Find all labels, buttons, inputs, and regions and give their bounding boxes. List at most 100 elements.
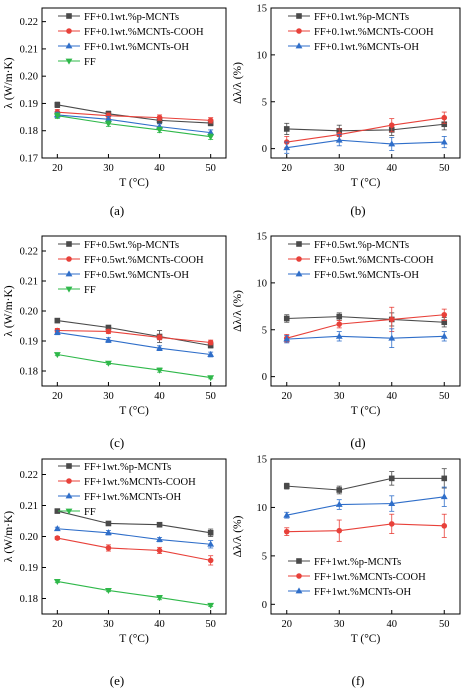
y-tick-label: 0.21 [20,501,38,512]
series-2 [54,327,214,346]
legend-label: FF+1wt.%MCNTs-COOH [84,477,196,488]
data-point [441,121,448,128]
data-point [105,328,112,335]
legend-marker [295,42,303,49]
series-1 [283,468,448,495]
legend-label: FF+1wt.%MCNTs-COOH [314,572,426,583]
data-point [283,528,290,535]
series-line [57,510,211,534]
legend-label: FF+0.1wt.%MCNTs-OH [314,42,419,53]
legend-label: FF+0.1wt.%p-MCNTs [84,12,179,23]
data-point [388,475,395,482]
legend-marker [66,463,72,469]
y-tick-label: 0.18 [20,126,38,137]
x-axis-label: T (°C) [351,633,381,645]
series-line [57,115,211,138]
legend-label: FF+0.5wt.%p-MCNTs [84,240,179,251]
x-tick-label: 30 [103,163,114,174]
y-tick-label: 0.19 [20,563,38,574]
y-tick-label: 10 [257,50,268,61]
legend-label: FF+1wt.%MCNTs-OH [84,492,181,503]
data-point [105,588,112,595]
data-point [388,122,395,128]
x-tick-label: 20 [52,619,63,630]
legend-marker [66,28,72,34]
legend-label: FF+0.5wt.%MCNTs-OH [84,270,189,281]
panel-label: (e) [110,673,124,688]
legend-label: FF+0.5wt.%p-MCNTs [314,240,409,251]
plot-frame [41,7,227,159]
legend-marker [65,42,73,49]
x-tick-label: 20 [282,391,293,402]
legend-marker [66,478,72,484]
series-line [286,335,445,340]
x-tick-label: 30 [334,391,345,402]
y-tick-label: 15 [257,4,268,15]
y-tick-label: 0.20 [20,532,38,543]
y-tick-label: 0.22 [20,470,38,481]
series-line [57,329,211,344]
series-line [57,353,211,379]
data-point [105,360,112,367]
series-3 [283,486,448,519]
data-point [336,313,343,320]
x-tick-label: 50 [439,619,450,630]
x-axis-label: T (°C) [119,405,149,417]
data-point [105,336,112,343]
data-point [441,311,448,318]
series-line [57,332,211,356]
panel-label: (c) [110,435,124,450]
plot-frame [270,458,461,615]
x-tick-label: 30 [334,619,345,630]
legend-label: FF+0.1wt.%p-MCNTs [314,12,409,23]
data-point [156,547,163,554]
legend-label: FF+0.1wt.%MCNTs-COOH [84,27,204,38]
data-point [54,317,61,324]
data-point [207,557,214,564]
data-point [207,375,215,382]
panel-label: (d) [350,435,365,450]
data-point [441,114,448,121]
legend-marker [296,558,302,564]
series-line [286,316,445,323]
series-line [286,523,445,533]
legend-label: FF+0.1wt.%MCNTs-COOH [314,27,434,38]
series-line [286,139,445,149]
data-point [207,129,215,136]
legend-marker [296,573,302,579]
series-3 [283,134,448,154]
x-tick-label: 20 [282,163,293,174]
chart-panel-5: 0.18 0.19 0.20 0.21 0.22 20 30 40 50 T (°C) λ (W/m… [3,458,227,688]
y-tick-label: 0.19 [20,337,38,348]
legend-label: FF+0.5wt.%MCNTs-COOH [314,255,434,266]
y-axis-label: λ (W/m·K) [3,511,15,562]
plot-frame [270,7,461,159]
data-point [105,520,112,527]
data-point [54,535,61,541]
legend-label: FF+1wt.%MCNTs-OH [314,587,411,598]
legend: FF+0.1wt.%p-MCNTs FF+0.1wt.%MCNTs-COOH FF+… [288,12,434,53]
panel-label: (a) [110,203,124,218]
data-point [336,487,343,493]
y-tick-label: 0.18 [20,594,38,605]
x-tick-label: 20 [52,391,63,402]
legend-marker [295,270,303,277]
data-point [105,115,112,122]
data-point [156,367,163,374]
data-point [388,334,396,341]
legend-marker [296,13,302,19]
data-point [54,102,61,108]
data-point [335,136,343,143]
data-point [207,350,215,357]
legend-label: FF+0.5wt.%MCNTs-OH [314,270,419,281]
data-point [441,319,448,326]
series-1 [283,312,448,328]
series-2 [283,513,448,542]
y-axis-label: Δλ/λ (%) [232,290,244,332]
series-line [57,528,211,545]
legend-marker [65,492,73,499]
y-tick-label: 15 [257,232,268,243]
y-tick-label: 0.22 [20,17,38,28]
data-point [440,138,448,145]
